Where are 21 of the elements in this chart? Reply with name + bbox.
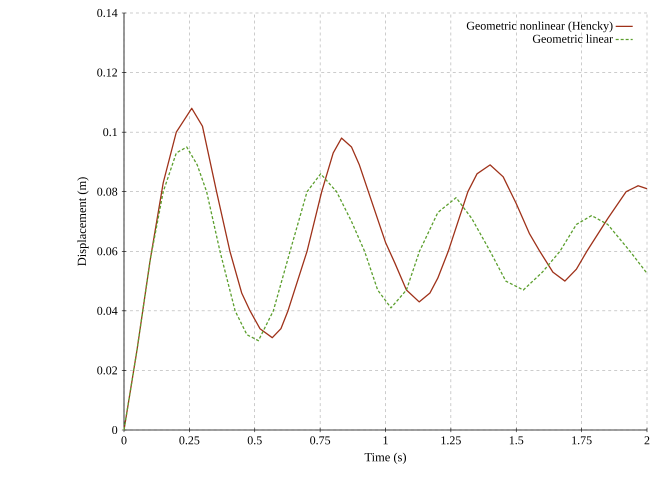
y-tick-label: 0.06: [97, 247, 118, 256]
y-tick-label: 0.04: [97, 306, 118, 315]
y-tick-label: 0.1: [103, 128, 117, 136]
y-tick-label: 0.14: [97, 8, 118, 18]
y-tick-label: 0.08: [97, 188, 118, 196]
x-tick-label: 0.5: [248, 436, 262, 444]
y-tick-label: 0: [112, 426, 118, 434]
x-tick-label: 1.75: [572, 436, 592, 444]
x-tick-label: 1.5: [510, 436, 524, 444]
y-tick-label: 0.12: [97, 68, 118, 77]
legend-label: Geometric nonlinear (Hencky): [466, 21, 613, 32]
x-tick-label: 1.25: [441, 436, 461, 444]
x-tick-label: 1: [384, 436, 388, 444]
x-tick-label: 0: [121, 436, 127, 444]
x-tick-label: 0.25: [179, 436, 200, 444]
legend-label: Geometric linear: [532, 34, 613, 43]
x-axis-title: Time (s): [364, 452, 406, 464]
y-tick-label: 0.02: [97, 366, 118, 374]
x-tick-label: 0.75: [310, 436, 330, 444]
x-tick-label: 2: [644, 436, 650, 444]
y-axis-title: Displacement (m): [77, 177, 89, 266]
